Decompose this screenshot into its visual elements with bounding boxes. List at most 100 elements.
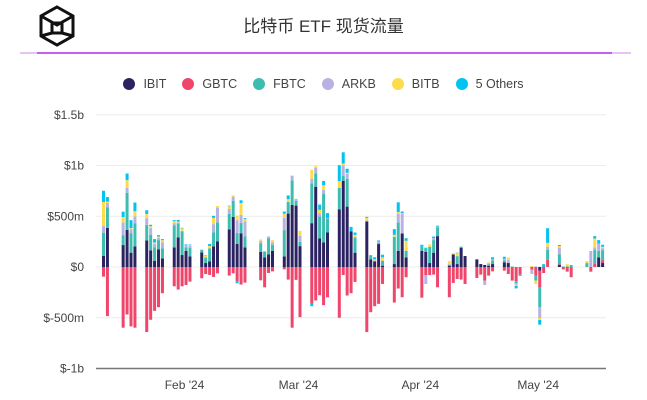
x-tick-label: Mar '24 (279, 378, 319, 392)
bar-segment-fbtc (585, 263, 589, 267)
legend-dot-icon (253, 78, 266, 90)
bar-segment-gbtc (102, 267, 105, 277)
bar-segment-5-others (392, 229, 396, 235)
legend-item-bitb[interactable]: BITB (391, 77, 440, 91)
bar-segment-gbtc (310, 267, 314, 304)
bar-segment-bitb (102, 201, 105, 227)
bar-segment-fbtc (259, 243, 263, 252)
bar-segment-arkb (506, 260, 510, 264)
bar-segment-5-others (377, 240, 381, 242)
bar-segment-gbtc (436, 267, 440, 288)
bar-segment-fbtc (436, 227, 440, 237)
legend-item-arkb[interactable]: ARKB (321, 77, 376, 91)
bar-segment-ibit (451, 254, 455, 267)
bar-segment-bitb (160, 240, 164, 243)
bar-segment-fbtc (215, 222, 219, 242)
bar-segment-5-others (310, 303, 314, 307)
bar-segment-5-others (601, 244, 605, 247)
bar-segment-ibit (314, 186, 318, 267)
bar-segment-bitb (208, 245, 212, 249)
bar-segment-gbtc (479, 267, 483, 275)
bar-segment-5-others (542, 264, 546, 267)
bar-segment-ibit (424, 251, 428, 267)
bar-segment-ibit (432, 252, 436, 267)
bar-segment-gbtc (145, 267, 149, 333)
bar-segment-fbtc (491, 260, 495, 265)
bar-segment-gbtc (534, 267, 538, 276)
x-tick-label: Feb '24 (165, 378, 205, 392)
bar-segment-ibit (188, 256, 192, 267)
bar-segment-bitb (212, 217, 216, 225)
legend-item-fbtc[interactable]: FBTC (253, 77, 306, 91)
bar-segment-ibit (428, 263, 432, 267)
bar-segment-ibit (243, 247, 247, 267)
bar-segment-gbtc (188, 267, 192, 282)
bar-segment-ibit (286, 213, 290, 267)
bar-segment-arkb (534, 266, 538, 267)
bar-segment-ibit (204, 263, 208, 267)
bar-segment-fbtc (561, 266, 565, 267)
bar-segment-fbtc (447, 264, 451, 266)
bar-segment-5-others (502, 256, 506, 259)
bar-segment-gbtc (475, 267, 479, 278)
bar-segment-ibit (365, 221, 369, 267)
bar-segment-gbtc (231, 267, 235, 274)
bar-segment-gbtc (369, 267, 373, 313)
bar-segment-bitb (396, 211, 400, 214)
bar-segment-bitb (239, 202, 243, 215)
bar-segment-gbtc (396, 267, 400, 289)
bar-segment-ibit (180, 255, 184, 267)
bar-segment-arkb (365, 220, 369, 222)
x-tick-label: Apr '24 (402, 378, 440, 392)
legend-item-gbtc[interactable]: GBTC (182, 77, 237, 91)
bar-segment-fbtc (157, 240, 161, 250)
bar-segment-arkb (270, 242, 274, 246)
bar-segment-bitb (188, 244, 192, 246)
bar-segment-fbtc (518, 274, 522, 276)
bar-segment-arkb (322, 189, 326, 194)
bar-segment-arkb (290, 175, 294, 181)
bar-segment-fbtc (542, 266, 546, 267)
bar-segment-arkb (597, 243, 601, 251)
bar-segment-fbtc (231, 200, 235, 217)
bar-segment-bitb (404, 240, 408, 251)
bar-segment-arkb (424, 275, 428, 284)
bar-segment-bitb (133, 211, 137, 217)
bar-segment-arkb (184, 244, 188, 248)
bar-segment-arkb (373, 260, 377, 262)
bar-segment-arkb (102, 226, 105, 233)
bar-segment-bitb (149, 226, 153, 229)
bar-segment-5-others (420, 244, 424, 247)
legend-dot-icon (391, 78, 404, 90)
bar-segment-5-others (597, 240, 601, 244)
bar-segment-ibit (369, 259, 373, 267)
bar-segment-5-others (208, 243, 212, 246)
bar-segment-ibit (487, 265, 491, 267)
y-tick-label: $-500m (43, 311, 84, 325)
bar-segment-gbtc (212, 267, 216, 277)
bar-segment-gbtc (365, 267, 369, 333)
bar-segment-bitb (487, 262, 491, 264)
bar-segment-ibit (381, 265, 385, 267)
bar-segment-fbtc (428, 246, 432, 264)
bar-segment-arkb (432, 238, 436, 241)
bar-segment-fbtc (184, 247, 188, 251)
legend-label: 5 Others (475, 77, 524, 91)
bar-segment-ibit (176, 237, 180, 267)
bar-segment-gbtc (377, 267, 381, 304)
bar-segment-gbtc (341, 267, 345, 276)
legend-dot-icon (182, 78, 195, 90)
legend-item-others[interactable]: 5 Others (455, 77, 524, 91)
bar-segment-gbtc (270, 267, 274, 272)
bar-segment-arkb (204, 257, 208, 259)
bar-segment-fbtc (212, 232, 216, 247)
bar-segment-fbtc (369, 255, 373, 260)
bar-segment-gbtc (463, 267, 467, 284)
bar-segment-gbtc (314, 267, 318, 301)
bar-segment-gbtc (200, 267, 204, 279)
y-tick-label: $0 (71, 260, 85, 274)
bar-segment-bitb (259, 239, 263, 241)
legend-item-ibit[interactable]: IBIT (123, 77, 166, 91)
bar-segment-arkb (294, 199, 298, 201)
